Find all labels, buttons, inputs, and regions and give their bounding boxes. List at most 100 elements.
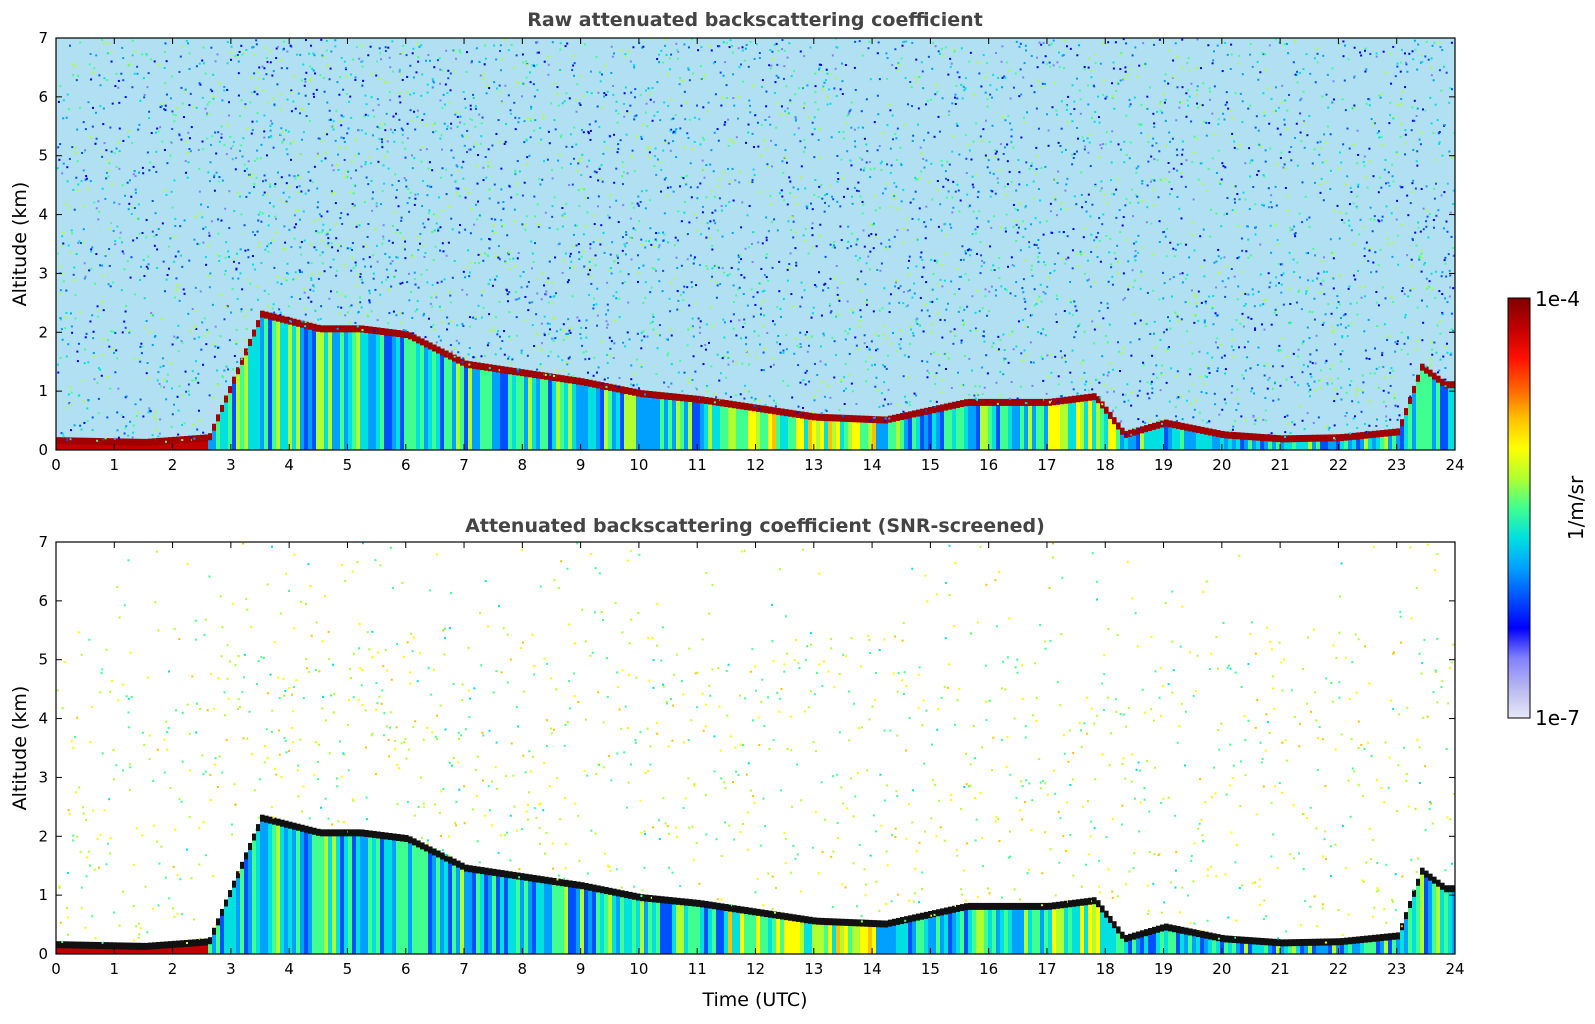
noise-speckle	[69, 438, 72, 441]
noise-speckle	[384, 80, 387, 83]
noise-speckle	[690, 196, 693, 199]
noise-speckle	[1040, 300, 1043, 303]
noise-speckle	[720, 204, 723, 207]
noise-speckle	[652, 328, 655, 331]
noise-speckle	[497, 245, 500, 248]
noise-speckle	[707, 341, 710, 344]
noise-speckle	[1119, 370, 1122, 373]
noise-speckle	[966, 143, 969, 146]
layer-top-edge	[688, 395, 693, 403]
noise-speckle	[1106, 391, 1109, 394]
noise-speckle	[789, 180, 792, 183]
noise-speckle	[151, 343, 154, 346]
noise-speckle	[1123, 297, 1126, 300]
noise-speckle	[1090, 116, 1093, 119]
noise-speckle	[376, 98, 379, 101]
noise-speckle	[882, 324, 885, 327]
noise-speckle	[300, 79, 303, 82]
aerosol-column	[896, 417, 901, 450]
noise-speckle	[447, 241, 450, 244]
noise-speckle	[786, 203, 789, 206]
noise-speckle	[69, 386, 72, 389]
noise-speckle	[1006, 160, 1009, 163]
noise-speckle	[361, 281, 364, 284]
noise-speckle	[1135, 254, 1138, 257]
aerosol-column	[1028, 402, 1033, 450]
noise-speckle	[474, 107, 477, 110]
aerosol-column	[924, 411, 929, 450]
noise-speckle	[548, 142, 551, 145]
noise-speckle	[531, 64, 534, 67]
layer-top-edge	[244, 348, 249, 356]
noise-speckle	[712, 62, 715, 65]
aerosol-column	[300, 324, 305, 450]
noise-speckle	[350, 116, 353, 119]
aerosol-column	[848, 419, 853, 450]
noise-speckle	[113, 437, 116, 440]
noise-speckle	[320, 305, 323, 308]
noise-speckle	[474, 125, 477, 128]
noise-speckle	[218, 346, 221, 349]
noise-speckle	[265, 73, 268, 76]
noise-speckle	[693, 116, 696, 119]
layer-top-edge	[652, 391, 657, 399]
noise-speckle	[372, 109, 375, 112]
noise-speckle	[350, 269, 353, 272]
noise-speckle	[687, 68, 690, 71]
layer-top-edge	[824, 414, 829, 422]
noise-speckle	[438, 57, 441, 60]
noise-speckle	[273, 103, 276, 106]
noise-speckle	[1015, 223, 1018, 226]
noise-speckle	[809, 46, 812, 49]
noise-speckle	[301, 138, 304, 141]
noise-speckle	[384, 129, 387, 132]
noise-speckle	[347, 321, 350, 324]
layer-top-edge	[240, 357, 245, 365]
noise-speckle	[613, 342, 616, 345]
noise-speckle	[737, 254, 740, 257]
noise-speckle	[155, 150, 158, 153]
noise-speckle	[113, 152, 116, 155]
noise-speckle	[235, 328, 238, 331]
noise-speckle	[139, 345, 142, 348]
layer-top-edge	[1052, 398, 1057, 406]
noise-speckle	[1134, 249, 1137, 252]
noise-speckle	[1048, 44, 1051, 47]
aerosol-column	[1136, 431, 1141, 450]
layer-top-edge	[96, 437, 101, 445]
noise-speckle	[373, 115, 376, 118]
noise-speckle	[659, 119, 662, 122]
noise-speckle	[225, 365, 228, 368]
noise-speckle	[989, 171, 992, 174]
noise-speckle	[1122, 216, 1125, 219]
noise-speckle	[944, 222, 947, 225]
noise-speckle	[500, 100, 503, 103]
layer-top-edge	[88, 437, 93, 445]
noise-speckle	[242, 52, 245, 55]
noise-speckle	[936, 298, 939, 301]
noise-speckle	[300, 190, 303, 193]
noise-speckle	[279, 108, 282, 111]
noise-speckle	[1007, 361, 1010, 364]
noise-speckle	[793, 196, 796, 199]
noise-speckle	[761, 242, 764, 245]
noise-speckle	[696, 186, 699, 189]
layer-top-edge	[624, 387, 629, 395]
noise-speckle	[576, 83, 579, 86]
layer-top-edge	[600, 382, 605, 390]
noise-speckle	[1060, 356, 1063, 359]
noise-speckle	[1047, 276, 1050, 279]
noise-speckle	[984, 295, 987, 298]
noise-speckle	[922, 87, 925, 90]
noise-speckle	[242, 137, 245, 140]
noise-speckle	[958, 275, 961, 278]
noise-speckle	[573, 74, 576, 77]
noise-speckle	[62, 117, 65, 120]
noise-speckle	[439, 137, 442, 140]
noise-speckle	[175, 289, 178, 292]
noise-speckle	[156, 127, 159, 130]
noise-speckle	[1112, 61, 1115, 64]
noise-speckle	[488, 87, 491, 90]
noise-speckle	[877, 334, 880, 337]
noise-speckle	[717, 139, 720, 142]
